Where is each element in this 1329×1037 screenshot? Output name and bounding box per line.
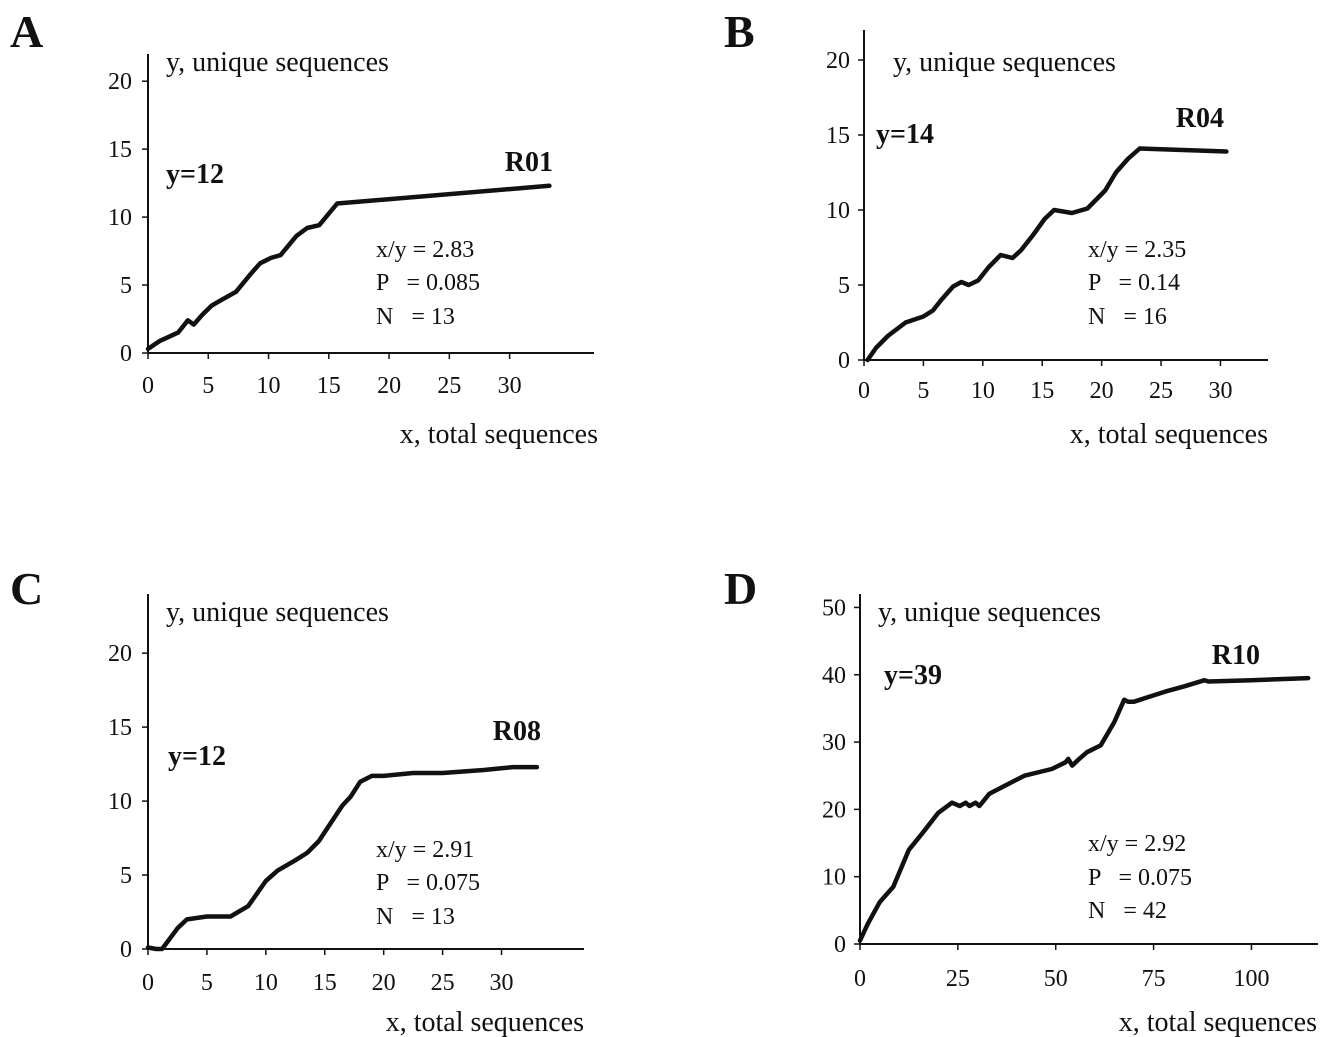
panel-a: A y, unique sequences x, total sequences… xyxy=(10,6,598,450)
x-tick-label-a: 15 xyxy=(317,373,341,399)
panel-letter-b: B xyxy=(724,6,755,57)
ratio-label-b: x/y = 2.35 xyxy=(1088,237,1186,263)
x-tick-label-a: 5 xyxy=(202,373,214,399)
series-label-r08: R08 xyxy=(493,716,541,747)
ratio-label-d: x/y = 2.92 xyxy=(1088,831,1186,857)
x-tick-label-a: 0 xyxy=(142,373,154,399)
panel-b: B y, unique sequences x, total sequences… xyxy=(724,6,1268,450)
panel-letter-a: A xyxy=(10,6,43,57)
x-tick-label-b: 0 xyxy=(858,378,870,404)
series-line-r04 xyxy=(865,146,1229,363)
final-y-label-c: y=12 xyxy=(168,741,226,772)
panel-letter-c: C xyxy=(10,563,43,614)
y-tick-label-a: 0 xyxy=(120,341,132,367)
series-line-r08 xyxy=(145,764,540,952)
y-tick-label-c: 5 xyxy=(120,863,132,889)
n-label-a: N = 13 xyxy=(376,304,455,330)
final-y-label-b: y=14 xyxy=(876,119,934,150)
x-axis-title-b: x, total sequences xyxy=(1070,419,1268,450)
x-tick-label-a: 30 xyxy=(498,373,522,399)
y-tick-label-b: 15 xyxy=(826,123,850,149)
x-tick-label-c: 5 xyxy=(201,970,213,996)
x-tick-label-b: 10 xyxy=(971,378,995,404)
x-tick-label-a: 25 xyxy=(437,373,461,399)
y-tick-label-b: 5 xyxy=(838,273,850,299)
x-tick-label-d: 100 xyxy=(1233,966,1269,992)
series-line-r01 xyxy=(145,183,552,352)
x-tick-label-a: 20 xyxy=(377,373,401,399)
y-tick-label-c: 0 xyxy=(120,937,132,963)
x-tick-label-b: 5 xyxy=(917,378,929,404)
n-label-d: N = 42 xyxy=(1088,898,1167,924)
final-y-label-d: y=39 xyxy=(884,660,942,691)
final-y-label-a: y=12 xyxy=(166,159,224,190)
y-tick-label-d: 10 xyxy=(822,865,846,891)
x-tick-label-a: 10 xyxy=(257,373,281,399)
y-axis-title-c: y, unique sequences xyxy=(166,597,389,628)
p-value-label-b: P = 0.14 xyxy=(1088,270,1180,296)
x-tick-label-b: 20 xyxy=(1090,378,1114,404)
series-label-r01: R01 xyxy=(505,147,553,178)
series-label-r10: R10 xyxy=(1212,640,1260,671)
x-tick-label-c: 20 xyxy=(372,970,396,996)
y-axis-title-b: y, unique sequences xyxy=(893,47,1116,78)
x-axis-title-c: x, total sequences xyxy=(386,1007,584,1037)
x-tick-label-c: 10 xyxy=(254,970,278,996)
x-tick-label-b: 15 xyxy=(1030,378,1054,404)
n-label-c: N = 13 xyxy=(376,904,455,930)
p-value-label-d: P = 0.075 xyxy=(1088,865,1192,891)
n-label-b: N = 16 xyxy=(1088,304,1167,330)
p-value-label-c: P = 0.075 xyxy=(376,870,480,896)
y-tick-label-a: 15 xyxy=(108,137,132,163)
series-label-r04: R04 xyxy=(1176,103,1224,134)
y-tick-label-a: 10 xyxy=(108,205,132,231)
x-axis-title-a: x, total sequences xyxy=(400,419,598,450)
x-tick-label-d: 75 xyxy=(1142,966,1166,992)
series-line-r10 xyxy=(857,675,1311,943)
x-tick-label-c: 15 xyxy=(313,970,337,996)
panel-letter-d: D xyxy=(724,563,757,614)
y-tick-label-c: 20 xyxy=(108,641,132,667)
y-tick-label-d: 20 xyxy=(822,797,846,823)
x-tick-label-d: 25 xyxy=(946,966,970,992)
panel-c: C y, unique sequences x, total sequences… xyxy=(10,563,584,1037)
y-tick-label-a: 5 xyxy=(120,273,132,299)
x-tick-label-d: 0 xyxy=(854,966,866,992)
x-tick-label-d: 50 xyxy=(1044,966,1068,992)
y-tick-label-d: 30 xyxy=(822,730,846,756)
y-tick-label-d: 40 xyxy=(822,663,846,689)
y-tick-label-d: 0 xyxy=(834,932,846,958)
y-axis-title-d: y, unique sequences xyxy=(878,597,1101,628)
y-tick-label-c: 15 xyxy=(108,715,132,741)
ratio-label-a: x/y = 2.83 xyxy=(376,237,474,263)
y-tick-label-b: 0 xyxy=(838,348,850,374)
x-tick-label-c: 25 xyxy=(431,970,455,996)
ratio-label-c: x/y = 2.91 xyxy=(376,837,474,863)
panel-d: D y, unique sequences x, total sequences… xyxy=(724,563,1318,1037)
y-tick-label-d: 50 xyxy=(822,595,846,621)
y-axis-title-a: y, unique sequences xyxy=(166,47,389,78)
x-tick-label-c: 0 xyxy=(142,970,154,996)
y-tick-label-b: 10 xyxy=(826,198,850,224)
x-tick-label-b: 30 xyxy=(1208,378,1232,404)
x-tick-label-b: 25 xyxy=(1149,378,1173,404)
y-tick-label-b: 20 xyxy=(826,48,850,74)
y-tick-label-c: 10 xyxy=(108,789,132,815)
x-tick-label-c: 30 xyxy=(490,970,514,996)
x-axis-title-d: x, total sequences xyxy=(1119,1007,1317,1037)
p-value-label-a: P = 0.085 xyxy=(376,270,480,296)
y-tick-label-a: 20 xyxy=(108,69,132,95)
